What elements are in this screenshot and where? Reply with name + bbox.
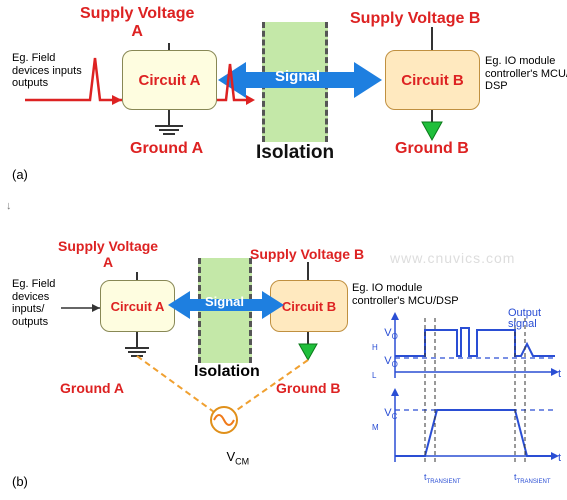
vcm-v: V [226,449,235,464]
ttr2-sub: TRANSIENT [517,479,551,485]
ground-b-label-b: Ground B [276,380,341,396]
vol-v: V [384,355,391,367]
t-transient-2: tTRANSIENT [504,462,551,496]
vcm-sub: CM [235,457,249,467]
figure-canvas: Supply Voltage A Supply Voltage B Eg. Fi… [0,0,567,500]
ttr1-sub: TRANSIENT [427,479,461,485]
ground-b-label-a: Ground B [395,140,469,158]
isolation-label-b: Isolation [194,363,260,381]
stubs-b [0,0,400,470]
voh-v: V [384,327,391,339]
t-axis-bottom: t [558,452,561,465]
watermark: www.cnuvics.com [390,250,515,266]
output-signal-label: Output signal [508,308,541,330]
panel-b-label: (b) [12,475,28,490]
t-axis-top: t [558,368,561,381]
output-graphs [375,312,565,484]
t-transient-1: tTRANSIENT [414,462,461,496]
vcm-y-v: V [384,407,391,419]
ground-a-label-b: Ground A [60,380,124,396]
vcm-y-label: VC M [372,400,397,441]
vol-label: VO L [372,348,398,389]
vcm-label: VCM [212,435,249,482]
